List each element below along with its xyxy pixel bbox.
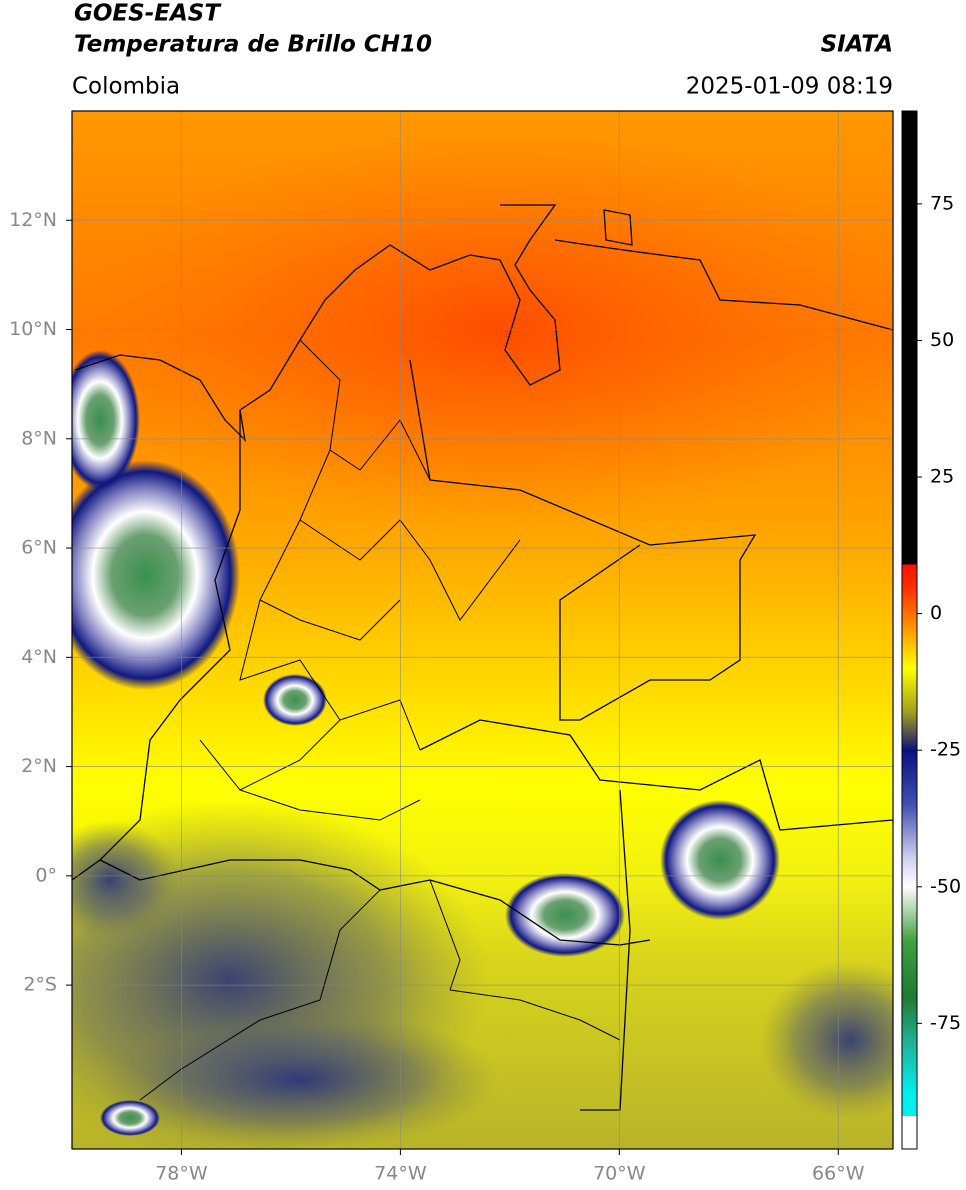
lon-tick-label: 74°W: [374, 1163, 427, 1185]
lat-tick-label: 6°N: [21, 537, 57, 559]
colorbar-tick-label: 50: [930, 329, 954, 351]
source: SIATA: [821, 32, 893, 58]
graticule: [72, 111, 893, 1149]
colorbar-tick-label: -25: [930, 739, 961, 761]
colorbar: [901, 110, 918, 1150]
lat-tick-label: 8°N: [21, 427, 57, 449]
lon-tick-label: 70°W: [593, 1163, 646, 1185]
region: Colombia: [72, 74, 180, 100]
lon-tick-label: 78°W: [155, 1163, 208, 1185]
lon-tick-label: 66°W: [812, 1163, 865, 1185]
lat-tick-label: 4°N: [21, 646, 57, 668]
lat-tick-label: 2°N: [21, 755, 57, 777]
title-line2: Temperatura de Brillo CH10: [74, 32, 432, 58]
lat-tick-label: 10°N: [9, 318, 57, 340]
colorbar-tick-label: 75: [930, 192, 954, 214]
map-frame: [71, 110, 894, 1150]
colorbar-tick-label: 25: [930, 466, 954, 488]
colorbar-tick-label: -75: [930, 1012, 961, 1034]
lat-tick-label: 0°: [35, 864, 57, 886]
lat-tick-label: 12°N: [9, 209, 57, 231]
colorbar-tick-label: -50: [930, 875, 961, 897]
title-line1: GOES-EAST: [74, 1, 222, 27]
datetime: 2025-01-09 08:19: [686, 74, 893, 100]
satellite-image: [72, 111, 893, 1149]
colorbar-tick-label: 0: [930, 602, 942, 624]
lat-tick-label: 2°S: [23, 974, 57, 996]
